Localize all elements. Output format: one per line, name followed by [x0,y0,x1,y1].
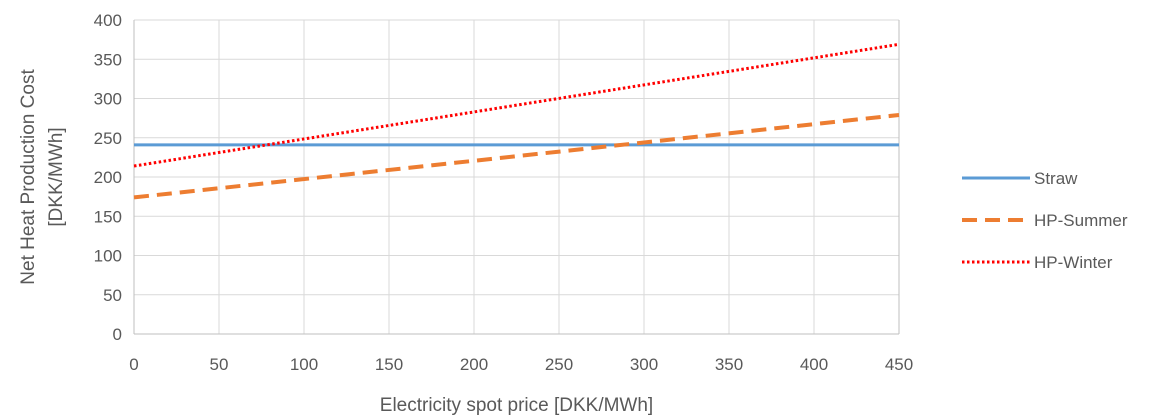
axis-titles: Electricity spot price [DKK/MWh] Net Hea… [18,69,653,416]
y-tick-label: 300 [94,90,122,109]
legend-item-hp-winter: HP-Winter [962,253,1113,272]
x-tick-label: 100 [290,355,318,374]
legend-label: Straw [1034,169,1078,188]
legend-item-straw: Straw [962,169,1078,188]
y-tick-label: 250 [94,129,122,148]
y-tick-label: 150 [94,207,122,226]
legend: Straw HP-Summer HP-Winter [962,169,1128,272]
legend-item-hp-summer: HP-Summer [962,211,1128,230]
x-tick-label: 350 [715,355,743,374]
series-line-hp-summer [133,112,900,200]
y-tick-label: 350 [94,50,122,69]
legend-label: HP-Summer [1034,211,1128,230]
grid [134,19,899,334]
x-tick-label: 400 [800,355,828,374]
y-tick-label: 50 [103,286,122,305]
series-line-hp-winter [133,42,900,168]
x-tick-label: 450 [885,355,913,374]
x-tick-label: 150 [375,355,403,374]
tick-labels: 0 50 100 150 200 250 300 350 400 0 50 100 150 200 250 3… [94,11,914,374]
y-axis-title-line-2: [DKK/MWh] [46,127,67,226]
y-tick-label: 0 [113,325,122,344]
y-axis-title: Net Heat Production Cost [DKK/MWh] [18,69,67,285]
x-tick-label: 0 [129,355,138,374]
y-tick-label: 100 [94,247,122,266]
y-axis-title-line-1: Net Heat Production Cost [18,69,39,285]
x-tick-label: 50 [210,355,229,374]
legend-label: HP-Winter [1034,253,1113,272]
x-tick-label: 250 [545,355,573,374]
axes [133,20,900,335]
y-tick-label: 200 [94,168,122,187]
x-tick-label: 200 [460,355,488,374]
y-tick-label: 400 [94,11,122,30]
x-axis-title: Electricity spot price [DKK/MWh] [380,395,653,416]
series-lines [133,42,900,200]
x-tick-label: 300 [630,355,658,374]
